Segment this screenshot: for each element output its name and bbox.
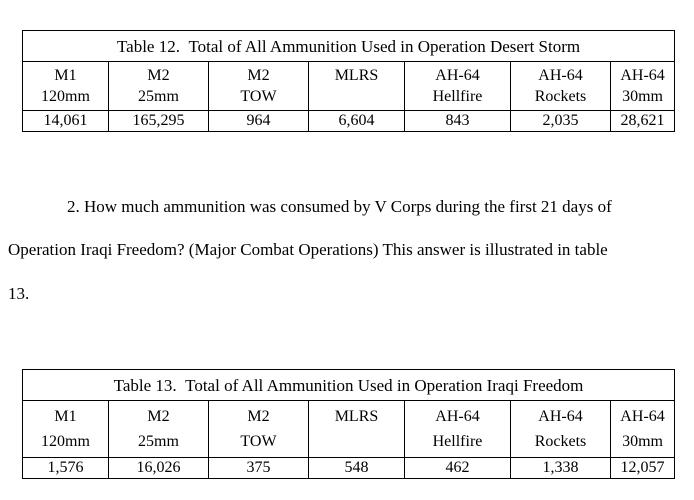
table-12-header-row: M1 120mm M2 25mm M2 TOW MLRS AH-64 Hellfire …: [22, 61, 676, 111]
column-header: MLRS: [308, 400, 405, 458]
table-cell: 28,621: [609, 110, 676, 132]
column-header: M2 TOW: [208, 61, 309, 111]
column-header: AH-64 Hellfire: [404, 61, 511, 111]
table-cell: 165,295: [108, 110, 209, 132]
table-12-values-row: 14,061 165,295 964 6,604 843 2,035 28,62…: [22, 110, 676, 132]
table-cell: 375: [208, 457, 309, 479]
question-line-2: Operation Iraqi Freedom? (Major Combat O…: [8, 240, 608, 259]
table-cell: 14,061: [22, 110, 109, 132]
column-header: M2 25mm: [108, 400, 209, 458]
column-header: AH-64 Rockets: [510, 400, 611, 458]
column-header: M1 120mm: [22, 400, 109, 458]
table-cell: 16,026: [108, 457, 209, 479]
column-header: AH-64 30mm: [609, 400, 676, 458]
table-cell: 6,604: [308, 110, 405, 132]
table-13-values-row: 1,576 16,026 375 548 462 1,338 12,057: [22, 457, 676, 479]
column-header: M2 TOW: [208, 400, 309, 458]
table-13: Table 13. Total of All Ammunition Used i…: [21, 369, 676, 479]
column-header: MLRS: [308, 61, 405, 111]
table-cell: 462: [404, 457, 511, 479]
table-cell: 843: [404, 110, 511, 132]
table-cell: 1,338: [510, 457, 611, 479]
table-cell: 548: [308, 457, 405, 479]
column-header: M2 25mm: [108, 61, 209, 111]
table-13-caption: Table 13. Total of All Ammunition Used i…: [21, 369, 676, 401]
table-cell: 964: [208, 110, 309, 132]
question-line-3: 13.: [8, 284, 30, 303]
table-12: Table 12. Total of All Ammunition Used i…: [21, 30, 676, 132]
column-header: M1 120mm: [22, 61, 109, 111]
table-13-header-row: M1 120mm M2 25mm M2 TOW MLRS AH-64 Hellfire …: [22, 400, 676, 458]
question-line-1: 2. How much ammunition was consumed by V…: [67, 197, 612, 216]
table-cell: 1,576: [22, 457, 109, 479]
table-cell: 2,035: [510, 110, 611, 132]
table-12-caption: Table 12. Total of All Ammunition Used i…: [21, 30, 676, 62]
column-header: AH-64 30mm: [609, 61, 676, 111]
column-header: AH-64 Rockets: [510, 61, 611, 111]
table-cell: 12,057: [609, 457, 676, 479]
column-header: AH-64 Hellfire: [404, 400, 511, 458]
